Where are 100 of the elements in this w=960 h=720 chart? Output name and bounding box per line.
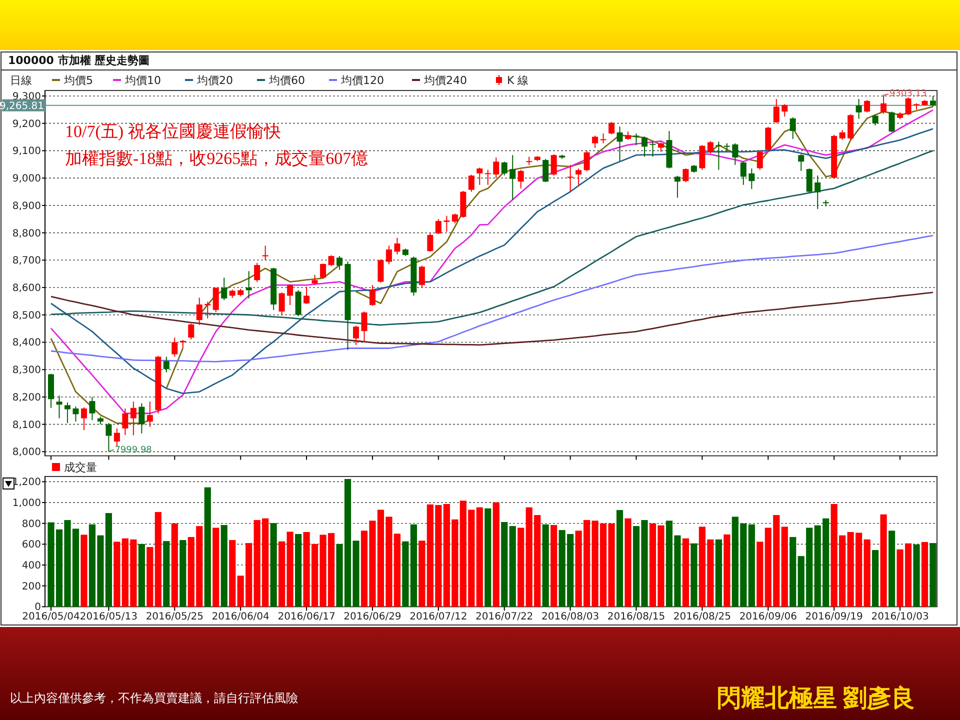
x-tick-label: 2016/05/25 xyxy=(146,612,204,623)
candlestick xyxy=(658,142,664,152)
annotation: 10/7(五) 祝各位國慶連假愉快 xyxy=(65,122,281,141)
bar xyxy=(872,550,879,607)
candlestick xyxy=(56,395,62,419)
y-tick-label: 1,000 xyxy=(12,498,41,510)
legend-label: 均價240 xyxy=(423,74,467,87)
x-tick-label: 2016/07/12 xyxy=(410,612,468,623)
candlestick xyxy=(905,96,912,116)
legend-title: 日線 xyxy=(10,74,32,87)
candlestick xyxy=(246,270,252,299)
candlestick xyxy=(839,130,846,140)
bar xyxy=(484,508,492,607)
candlestick xyxy=(418,265,425,288)
bar xyxy=(550,525,558,607)
candlestick xyxy=(64,402,70,424)
candlestick xyxy=(518,169,524,189)
bar xyxy=(171,523,178,607)
bar xyxy=(518,528,524,607)
candlestick xyxy=(452,213,458,224)
bar xyxy=(476,507,483,607)
x-tick-label: 2016/07/22 xyxy=(476,612,534,623)
x-tick-label: 2016/09/06 xyxy=(739,612,797,623)
bar xyxy=(616,510,624,607)
candlestick xyxy=(435,218,442,235)
bar xyxy=(114,542,120,607)
candlestick xyxy=(394,237,400,255)
candlestick xyxy=(138,402,145,434)
bar xyxy=(220,525,228,607)
candlestick xyxy=(592,135,598,148)
bar xyxy=(270,523,277,607)
bar xyxy=(921,542,928,607)
bar xyxy=(624,518,632,607)
bar xyxy=(492,502,500,607)
bar xyxy=(913,544,920,607)
bar xyxy=(229,540,236,607)
candlestick xyxy=(336,256,343,270)
candlestick xyxy=(633,132,640,146)
bar xyxy=(294,534,302,607)
legend-label: 成交量 xyxy=(64,461,97,474)
y-tick-label: 9,100 xyxy=(12,146,41,158)
candlestick xyxy=(888,111,895,133)
candlestick xyxy=(600,132,606,144)
candlestick xyxy=(576,168,582,186)
candlestick xyxy=(616,126,623,162)
candlestick xyxy=(204,301,211,319)
y-tick-label: 8,900 xyxy=(12,200,41,212)
x-tick-label: 2016/06/17 xyxy=(278,612,336,623)
bar xyxy=(748,524,755,607)
y-tick-label: 9,000 xyxy=(12,174,41,185)
annotation: 9303.13 xyxy=(890,89,927,100)
candlestick xyxy=(468,174,474,192)
candlestick xyxy=(320,262,326,278)
candlestick xyxy=(386,245,392,265)
bar xyxy=(180,540,186,607)
line-series xyxy=(50,292,934,346)
candlestick xyxy=(707,140,714,154)
candlestick xyxy=(106,422,112,452)
candlestick xyxy=(221,277,228,301)
candlestick xyxy=(732,142,738,166)
candlestick xyxy=(501,161,508,176)
candlestick xyxy=(674,175,680,198)
bar xyxy=(509,526,516,607)
y-tick-label: 9,200 xyxy=(12,118,41,130)
candlestick xyxy=(72,406,79,422)
bar xyxy=(80,534,88,607)
candlestick xyxy=(872,114,878,126)
candlestick xyxy=(130,401,136,436)
bar xyxy=(146,547,154,607)
text: 以上內容僅供參考，不作為買賣建議，請自行評估風險 xyxy=(10,691,298,705)
bar xyxy=(756,542,764,607)
candlestick xyxy=(864,100,870,113)
y-tick-label: 0 xyxy=(34,602,41,614)
y-tick-label: 8,600 xyxy=(12,283,41,294)
candlestick xyxy=(584,150,590,172)
bar xyxy=(715,539,722,607)
bar xyxy=(790,537,796,607)
bar xyxy=(682,538,690,607)
candlestick xyxy=(641,136,648,158)
candlestick xyxy=(172,337,178,358)
y-tick-label: 8,300 xyxy=(12,365,41,376)
x-tick-label: 2016/08/25 xyxy=(673,612,732,623)
candlestick xyxy=(856,98,862,120)
candlestick xyxy=(122,408,128,436)
bar xyxy=(864,539,870,607)
y-tick-label: 8,400 xyxy=(12,338,41,349)
y-tick-label: 9,300 xyxy=(12,91,41,102)
legend-label: 均價120 xyxy=(340,74,384,87)
candlestick xyxy=(740,161,746,186)
candlestick xyxy=(493,157,500,179)
bar xyxy=(781,526,788,607)
candlestick xyxy=(163,356,170,373)
candlestick xyxy=(806,168,812,194)
candlestick xyxy=(427,232,434,252)
candlestick xyxy=(295,290,302,317)
bar xyxy=(880,514,887,607)
candlestick xyxy=(114,428,120,448)
y-tick-label: 8,000 xyxy=(12,447,41,458)
bar xyxy=(501,522,508,607)
candlestick xyxy=(444,215,450,232)
